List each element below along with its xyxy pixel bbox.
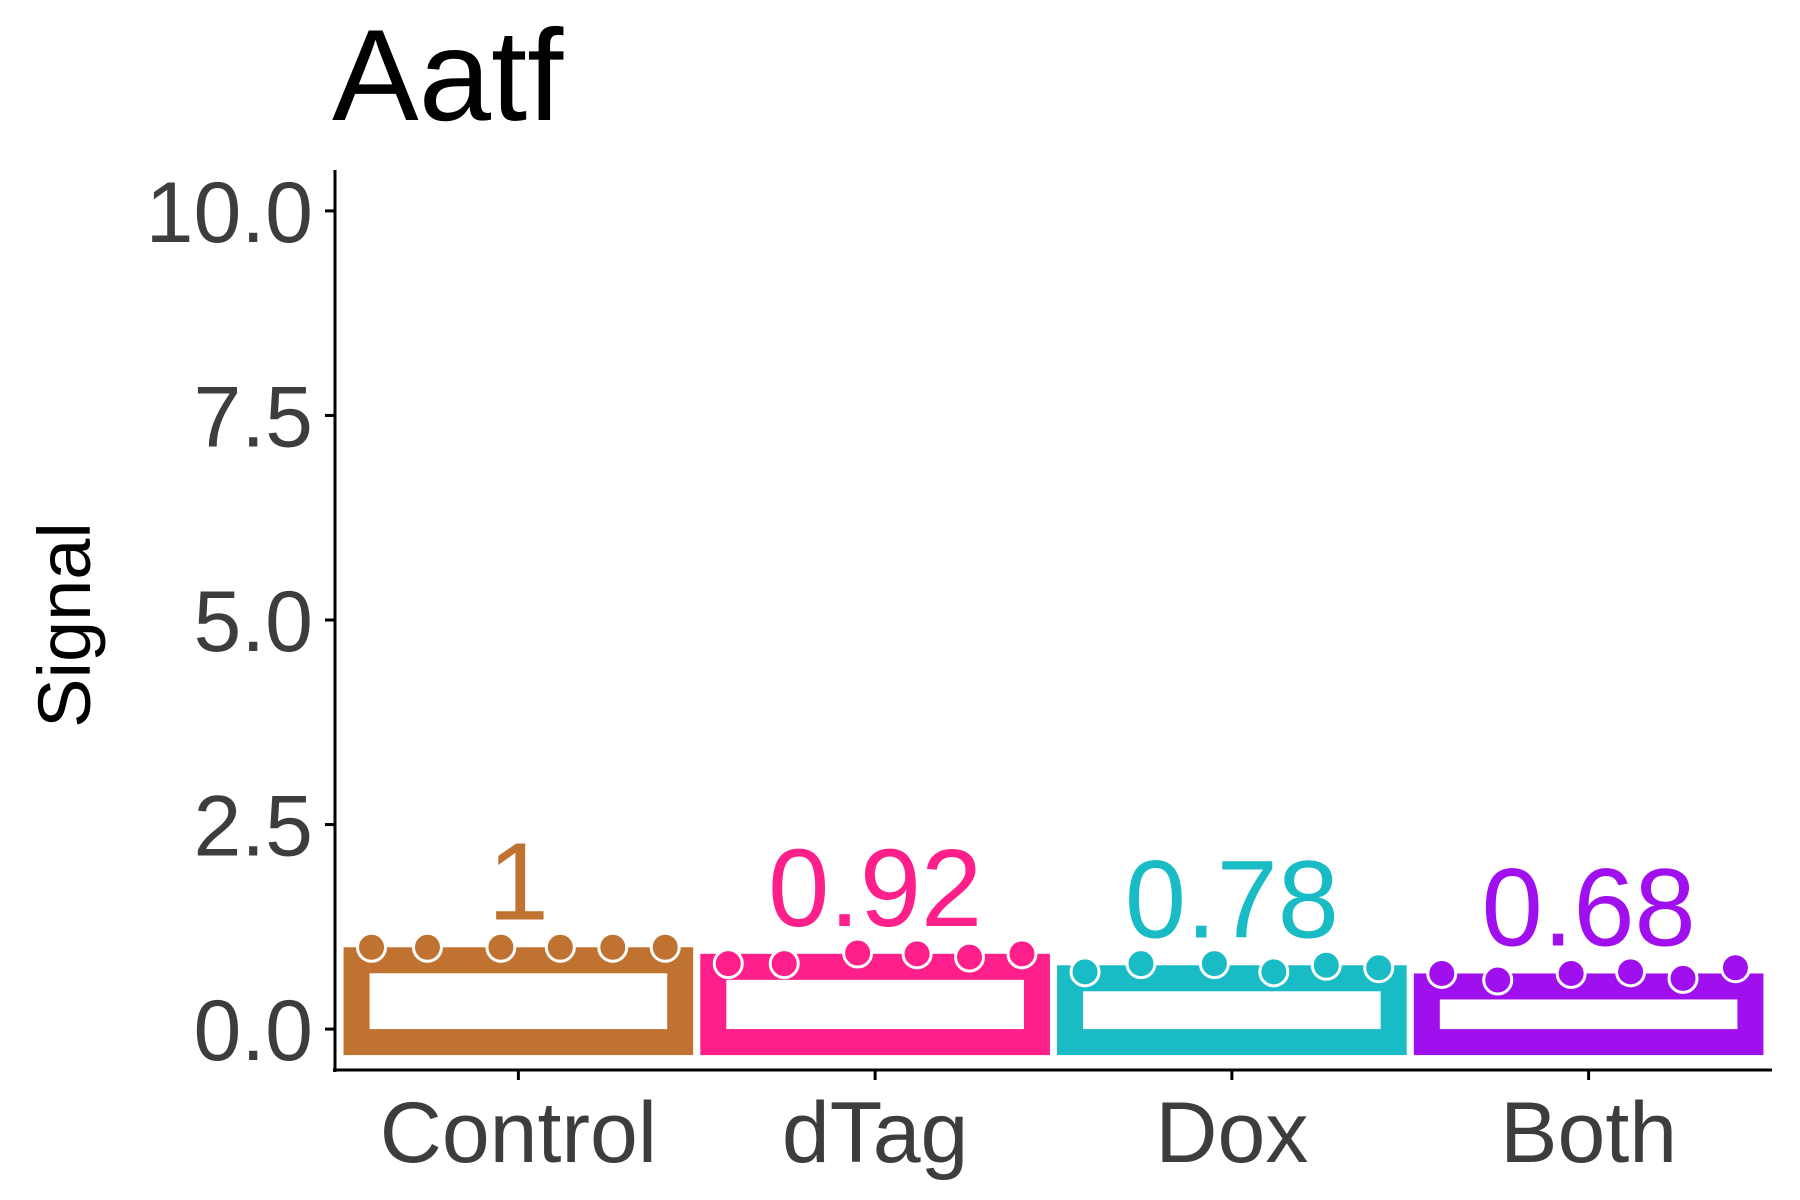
data-point [597,931,629,963]
bar-both [1413,973,1764,1056]
x-tick-label: Control [380,1085,657,1181]
data-point [1667,962,1699,994]
bar-series [343,947,1764,1056]
data-point [954,941,986,973]
data-point [1426,957,1458,989]
data-point [485,931,517,963]
data-point [1258,956,1290,988]
value-label: 0.78 [1125,838,1339,961]
data-point [712,948,744,980]
y-tick-label: 2.5 [193,779,313,875]
bar-control [343,947,694,1056]
data-point [842,937,874,969]
y-tick-label: 5.0 [193,574,313,670]
chart-title: Aatf [332,2,564,148]
data-point [1006,938,1038,970]
x-axis-ticks: Control dTag Dox Both [380,1070,1677,1181]
bar-dtag [700,953,1050,1056]
data-point [1310,949,1342,981]
value-label: 0.92 [768,827,982,950]
data-point [411,931,443,963]
data-point [1125,948,1157,980]
data-point [768,948,800,980]
data-point [1198,948,1230,980]
data-point [1719,952,1751,984]
data-point [649,931,681,963]
data-point [544,931,576,963]
y-axis-title: Signal [23,522,106,728]
y-tick-label: 7.5 [193,369,313,465]
y-axis-ticks: 0.0 2.5 5.0 7.5 10.0 [146,165,335,1079]
bar-dox [1057,965,1407,1056]
data-point [1482,964,1514,996]
value-label: 0.68 [1482,846,1696,969]
data-point [356,931,388,963]
x-tick-label: Dox [1155,1085,1308,1181]
data-points [356,931,1751,996]
x-tick-label: Both [1500,1085,1677,1181]
data-point [1363,952,1395,984]
data-point [1615,956,1647,988]
data-point [1069,956,1101,988]
value-labels: 1 0.92 0.78 0.68 [488,820,1696,969]
data-point [1555,957,1587,989]
data-point [901,938,933,970]
x-tick-label: dTag [782,1085,969,1181]
value-label: 1 [488,820,549,943]
y-tick-label: 0.0 [193,983,313,1079]
y-tick-label: 10.0 [146,165,313,261]
